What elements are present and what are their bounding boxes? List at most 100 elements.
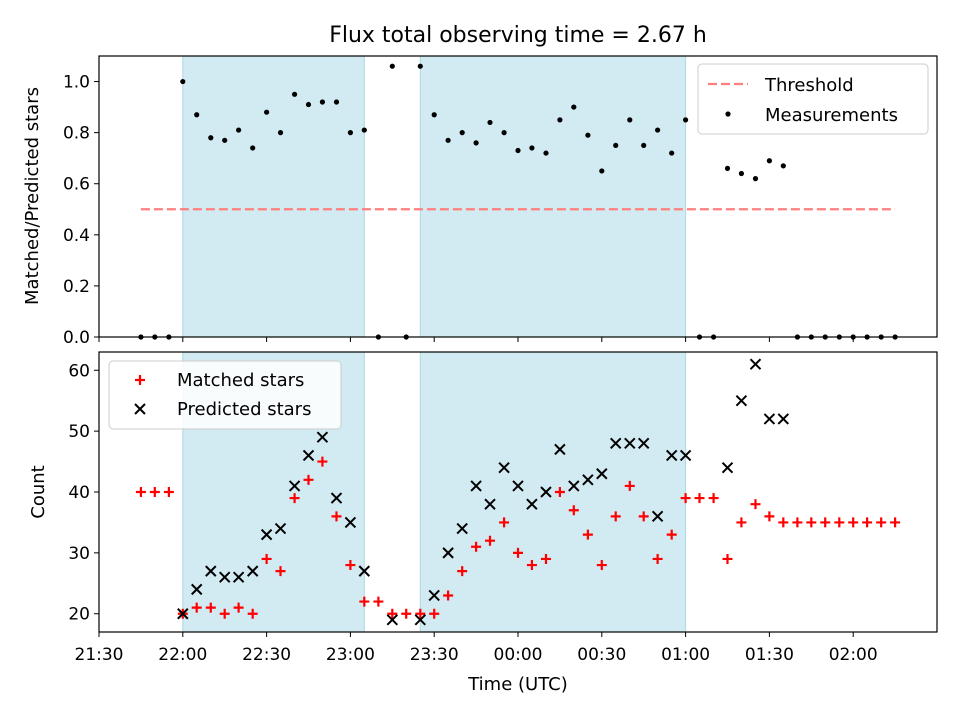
observing-interval-band xyxy=(182,55,365,338)
matched-star-point xyxy=(471,541,482,552)
measurement-point xyxy=(347,130,353,136)
measurement-point xyxy=(752,176,759,182)
predicted-star-point xyxy=(610,437,622,450)
x-tick-label: 01:30 xyxy=(745,645,794,665)
measurement-point xyxy=(361,127,367,133)
x-tick-label: 22:00 xyxy=(158,645,207,665)
legend-label-predicted: Predicted stars xyxy=(177,399,311,420)
matched-star-point xyxy=(289,493,300,504)
predicted-star-point xyxy=(637,437,650,450)
predicted-star-point xyxy=(665,449,678,462)
matched-star-point xyxy=(387,608,398,619)
legend-box xyxy=(108,360,342,430)
predicted-star-point xyxy=(582,474,594,486)
legend-label-measurements: Measurements xyxy=(765,105,898,126)
predicted-star-point xyxy=(540,486,552,498)
predicted-star-point xyxy=(777,413,790,425)
matched-star-point xyxy=(485,535,496,546)
matched-star-point xyxy=(163,487,174,497)
measurement-point xyxy=(557,117,563,123)
matched-star-point xyxy=(680,493,691,504)
matched-star-point xyxy=(373,596,384,607)
y-tick-label: 40 xyxy=(68,483,90,503)
y-tick-label: 0.8 xyxy=(63,124,90,144)
matched-star-point xyxy=(638,511,649,522)
legend: Threshold Measurements xyxy=(697,63,929,135)
predicted-star-point xyxy=(316,431,329,443)
predicted-star-point xyxy=(274,522,287,535)
legend-matched-swatch xyxy=(135,375,145,385)
measurement-point xyxy=(473,140,479,146)
predicted-star-point xyxy=(358,565,371,577)
legend-box xyxy=(697,63,929,135)
matched-star-point xyxy=(890,517,901,528)
predicted-star-point xyxy=(456,522,468,535)
measurement-point xyxy=(515,147,521,154)
x-tick-label: 00:00 xyxy=(494,645,543,665)
matched-star-point xyxy=(722,553,733,564)
matched-star-point xyxy=(401,608,412,619)
predicted-star-point xyxy=(232,571,245,583)
predicted-star-point xyxy=(191,583,203,596)
matched-star-point xyxy=(499,517,510,528)
measurement-point xyxy=(305,101,312,108)
x-tick-label: 01:00 xyxy=(661,645,710,665)
matched-star-point xyxy=(359,596,370,607)
measurement-point xyxy=(738,170,745,177)
matched-star-point xyxy=(862,517,873,528)
predicted-star-point xyxy=(246,565,259,577)
measurement-point xyxy=(459,130,465,136)
measurement-point xyxy=(613,142,619,149)
matched-star-point xyxy=(526,560,537,571)
measurement-point xyxy=(222,137,228,143)
y-tick-label: 20 xyxy=(68,605,90,625)
measurement-point xyxy=(445,137,451,143)
measurement-point xyxy=(319,99,326,105)
predicted-star-point xyxy=(330,492,343,504)
predicted-star-point xyxy=(428,589,440,602)
measurement-point xyxy=(194,112,200,118)
matched-star-point xyxy=(806,517,817,528)
matched-star-point xyxy=(708,493,719,504)
x-tick-label: 00:30 xyxy=(577,645,626,665)
matched-star-point xyxy=(764,511,775,522)
x-axis-label: Time (UTC) xyxy=(467,674,568,695)
measurement-point xyxy=(487,119,493,126)
y-axis-label-ratio: Matched/Predicted stars xyxy=(22,87,43,305)
measurement-point xyxy=(277,130,284,136)
matched-star-point xyxy=(443,590,454,601)
matched-star-point xyxy=(834,517,845,528)
matched-star-point xyxy=(205,602,216,613)
predicted-star-point xyxy=(735,394,748,407)
matched-star-point xyxy=(876,517,887,528)
y-tick-label: 1.0 xyxy=(63,73,90,93)
matched-star-point xyxy=(149,487,160,497)
measurement-point xyxy=(333,99,340,105)
predicted-star-point xyxy=(414,614,426,626)
predicted-star-point xyxy=(554,443,566,456)
measurement-point xyxy=(180,78,186,85)
matched-star-point xyxy=(429,608,440,619)
matched-star-point xyxy=(331,511,342,522)
y-tick-label: 0.6 xyxy=(63,175,90,195)
top-panel-measurements-ratio: 0.0 0.2 0.4 0.6 0.8 1.0 Threshold Measurements xyxy=(63,55,938,348)
predicted-star-point xyxy=(651,510,664,523)
predicted-star-point xyxy=(721,461,734,474)
predicted-star-point xyxy=(386,614,399,626)
measurement-point xyxy=(236,127,242,133)
measurement-point xyxy=(250,145,256,151)
matched-star-point xyxy=(219,608,230,619)
matched-star-point xyxy=(135,487,146,497)
predicted-star-point xyxy=(470,480,482,492)
measurement-point xyxy=(264,109,270,115)
matched-star-point xyxy=(820,517,831,528)
matched-star-point xyxy=(694,493,705,504)
x-tick-label: 02:00 xyxy=(829,645,878,665)
matched-star-point xyxy=(345,560,356,571)
predicted-star-point xyxy=(205,565,217,577)
matched-star-point xyxy=(513,547,523,558)
bottom-panel-star-counts: 20 30 40 50 60 21:30 22:00 22:30 23:00 23:30 00:00… xyxy=(68,351,938,665)
predicted-star-point xyxy=(177,608,189,620)
legend: Matched stars Predicted stars xyxy=(108,360,342,430)
